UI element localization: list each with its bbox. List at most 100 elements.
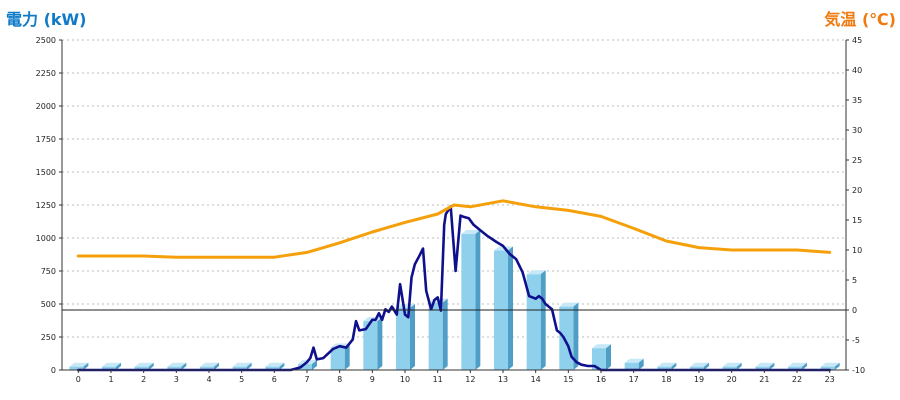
bar — [592, 344, 611, 370]
right-axis-title: 気温 (℃) — [824, 10, 896, 29]
bar-side — [508, 246, 513, 370]
line-layer — [76, 199, 832, 372]
bar-side — [573, 302, 579, 370]
x-tick-label: 6 — [272, 375, 277, 384]
x-tick-label: 16 — [596, 375, 606, 384]
grid-layer — [62, 39, 846, 338]
power-line — [77, 205, 832, 372]
bar-front — [788, 366, 802, 370]
bar-side — [475, 230, 481, 370]
bar-side — [638, 358, 644, 370]
left-axis-title: 電力 (kW) — [6, 10, 87, 29]
x-tick-label: 13 — [498, 375, 508, 384]
bar-front — [657, 366, 672, 370]
bar-front — [167, 366, 182, 370]
bar-top — [167, 362, 187, 367]
left-tick-label: 2000 — [36, 102, 56, 111]
bar — [232, 362, 252, 370]
bar — [657, 362, 677, 370]
bar — [526, 270, 546, 370]
x-tick-label: 22 — [792, 375, 802, 384]
bar — [167, 362, 187, 370]
bar-front — [265, 366, 280, 370]
bar-side — [116, 362, 121, 370]
right-tick-label: 45 — [852, 36, 862, 45]
bar-front — [690, 366, 704, 370]
x-tick-label: 19 — [694, 375, 704, 384]
bar-front — [396, 307, 410, 370]
right-tick-label: 5 — [852, 276, 857, 285]
left-tick-label: 500 — [41, 300, 56, 309]
bar — [624, 358, 644, 370]
right-tick-label: 40 — [852, 66, 862, 75]
bar — [690, 362, 709, 370]
bar-front — [330, 347, 345, 370]
left-tick-label: 1000 — [36, 234, 56, 243]
bar — [363, 317, 383, 370]
bar — [265, 362, 285, 370]
right-tick-label: 25 — [852, 156, 862, 165]
bar-top — [265, 362, 285, 367]
bar-top — [526, 270, 546, 275]
bar — [330, 343, 350, 370]
bar-top — [788, 362, 807, 367]
bar-top — [232, 362, 252, 367]
bar-side — [671, 362, 677, 370]
x-tick-label: 21 — [759, 375, 769, 384]
temperature-line — [76, 199, 832, 259]
bar-front — [134, 366, 149, 370]
bar-front — [624, 362, 639, 370]
x-tick-label: 7 — [304, 375, 309, 384]
x-tick-label: 14 — [531, 375, 541, 384]
bar-side — [606, 344, 611, 370]
bar-top — [624, 358, 644, 363]
left-tick-label: 1750 — [36, 135, 56, 144]
left-tick-label: 1500 — [36, 168, 56, 177]
bar — [820, 362, 840, 370]
x-tick-label: 1 — [108, 375, 113, 384]
x-tick-label: 5 — [239, 375, 244, 384]
bar-front — [722, 366, 737, 370]
x-tick-label: 9 — [370, 375, 375, 384]
bar-side — [802, 362, 807, 370]
x-tick-label: 18 — [661, 375, 671, 384]
x-tick-label: 2 — [141, 375, 146, 384]
left-tick-label: 750 — [41, 267, 56, 276]
bar-front — [298, 364, 312, 370]
bar-side — [214, 362, 219, 370]
bar-side — [148, 362, 154, 370]
bar-top — [657, 362, 677, 367]
x-tick-label: 23 — [825, 375, 835, 384]
bar-top — [592, 344, 611, 349]
bar-front — [428, 302, 443, 370]
bar-front — [526, 274, 541, 370]
right-tick-label: -10 — [852, 366, 865, 375]
bar-side — [344, 343, 350, 370]
left-tick-label: 1250 — [36, 201, 56, 210]
bar-top — [820, 362, 840, 367]
x-tick-label: 15 — [563, 375, 573, 384]
right-tick-label: 0 — [852, 306, 857, 315]
bar-side — [83, 362, 89, 370]
bar-top — [134, 362, 154, 367]
bar-front — [232, 366, 247, 370]
bar-top — [690, 362, 709, 367]
bar-front — [363, 321, 378, 370]
x-tick-label: 12 — [465, 375, 475, 384]
right-tick-label: -5 — [852, 336, 860, 345]
right-tick-label: 20 — [852, 186, 862, 195]
left-tick-label: 0 — [51, 366, 56, 375]
bar-top — [69, 362, 89, 367]
bar — [102, 362, 121, 370]
bar — [69, 362, 89, 370]
bar-top — [722, 362, 742, 367]
x-tick-label: 10 — [400, 375, 410, 384]
right-tick-label: 30 — [852, 126, 862, 135]
right-tick-label: 15 — [852, 216, 862, 225]
x-tick-label: 20 — [727, 375, 737, 384]
bar-front — [820, 366, 835, 370]
axis-layer: 02505007501000125015001750200022502500-1… — [36, 36, 865, 384]
bar-side — [377, 317, 383, 370]
bar-side — [181, 362, 187, 370]
